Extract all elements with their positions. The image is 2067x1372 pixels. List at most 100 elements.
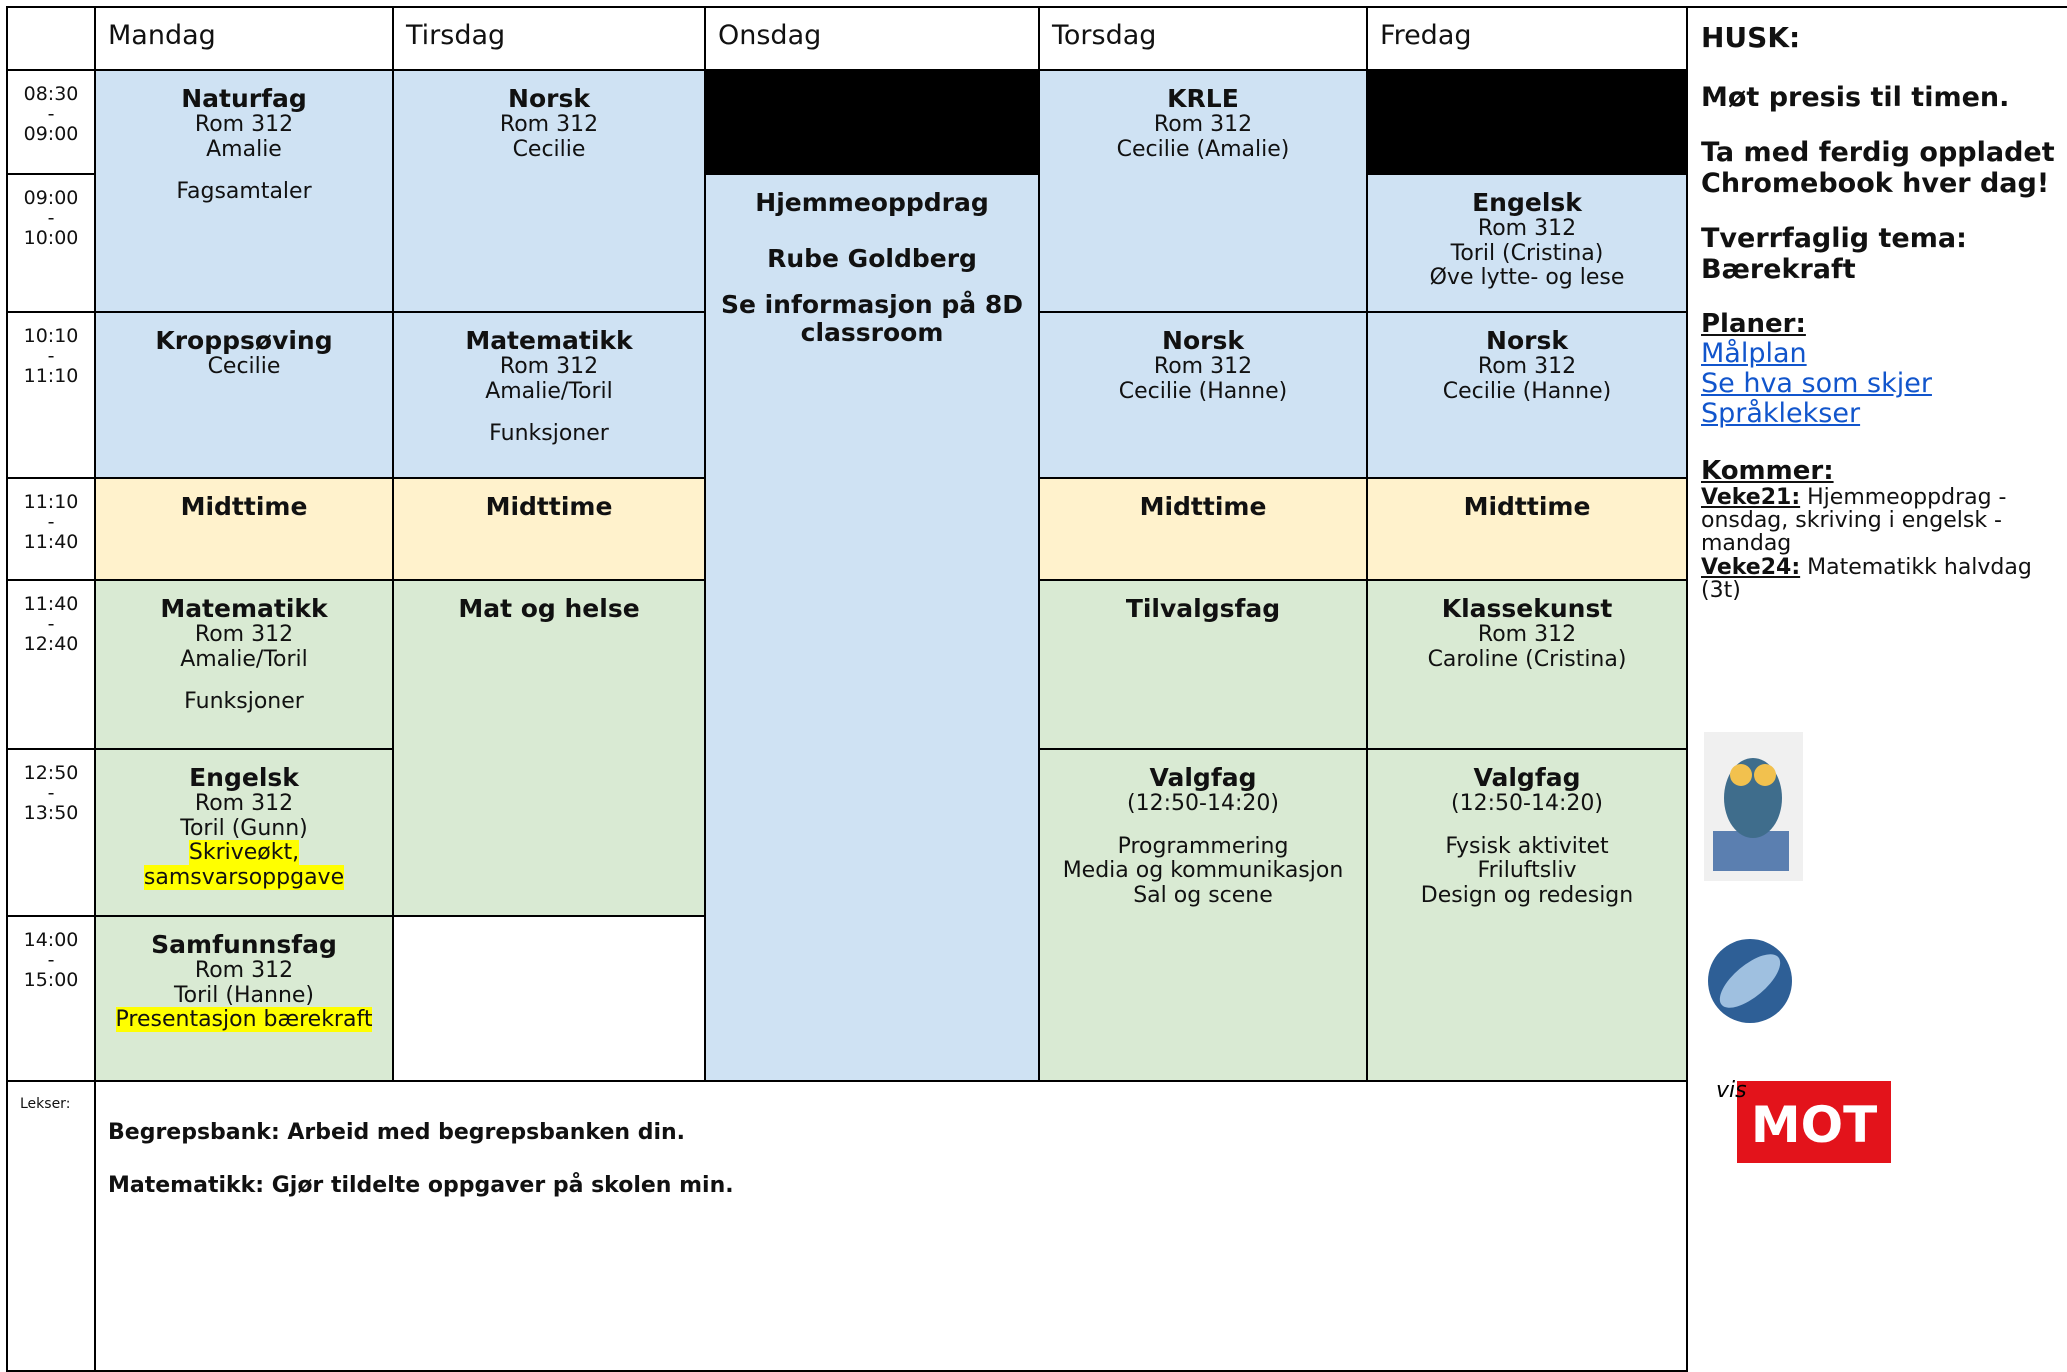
time-slot: 09:00-10:00 [6,173,96,313]
lesson-cell: Midttime [94,477,394,581]
lesson-note: Fagsamtaler [176,179,312,205]
lesson-title: Matematikk [160,594,328,623]
reminder: Tverrfaglig tema: Bærekraft [1701,223,1967,286]
blocked-slot [704,69,1040,175]
blue-logo-swoosh [1719,954,1781,1008]
lesson-cell: Engelsk Rom 312 Toril (Cristina) Øve lytte-… [1366,173,1688,313]
time-end: 13:50 [23,801,79,824]
highlight-wrap: Presentasjon bærekraft [102,1007,386,1033]
time-end: 09:00 [23,122,79,145]
notes-panel: HUSK: Møt presis til timen. Ta med ferdig … [1701,21,2061,602]
lesson-detail: Rom 312 [194,958,294,983]
time-start: 12:50 [23,762,79,784]
lesson-cell: Hjemmeoppdrag Rube Goldberg Se informasjon… [704,173,1040,1082]
lesson-title: Norsk [1486,326,1568,355]
lesson-note: Funksjoner [489,421,609,447]
lesson-detail: Rom 312 [1153,112,1253,137]
lesson-detail: Cecilie [512,136,586,162]
time-slot: 10:10-11:10 [6,311,96,479]
lesson-detail: (12:50-14:20) [1451,791,1603,816]
lesson-cell: Matematikk Rom 312 Amalie/Toril Funksjoner [94,579,394,750]
lesson-detail: Rom 312 [194,622,294,647]
lesson-detail: Amalie/Toril [485,378,613,404]
time-separator: - [47,948,55,971]
reminder: Ta med ferdig oppladet Chromebook hver d… [1701,137,2055,200]
lesson-cell: Valgfag (12:50-14:20) Fysisk aktivitet Fril… [1366,748,1688,1082]
lesson-detail: Cecilie [207,354,281,379]
lesson-cell: Klassekunst Rom 312 Caroline (Cristina) [1366,579,1688,750]
lesson-detail: Rom 312 [194,112,294,137]
time-start: 10:10 [23,325,79,347]
lesson-title: Engelsk [189,763,299,792]
upcoming-text: Hjemmeoppdrag - onsdag, skriving i engel… [1701,485,2007,557]
day-header: Onsdag [704,6,1040,71]
lesson-cell: Kroppsøving Cecilie [94,311,394,479]
time-slot: 12:50-13:50 [6,748,96,917]
homework-cell: Begrepsbank: Arbeid med begrepsbanken di… [94,1080,1688,1372]
homework-item: Matematikk: Gjør tildelte oppgaver på sk… [108,1173,734,1198]
upcoming-item: Veke24: Matematikk halvdag (3t) [1701,556,2061,602]
time-end: 15:00 [23,968,79,991]
upcoming-week: Veke21: [1701,485,1801,511]
lesson-detail: Toril (Cristina) [1450,240,1604,266]
lesson-title: Mat og helse [458,594,640,623]
lesson-note: Design og redesign [1420,882,1634,908]
lesson-cell: Midttime [392,477,706,581]
highlighted-note: Presentasjon bærekraft [115,1007,373,1033]
time-separator: - [47,206,55,229]
homework-item: Begrepsbank: Arbeid med begrepsbanken di… [108,1120,686,1145]
lesson-detail: Amalie/Toril [180,646,308,672]
lesson-title: Midttime [180,492,308,521]
lesson-note: Fysisk aktivitet [1445,833,1609,859]
lesson-cell: Tilvalgsfag [1038,579,1368,750]
time-end: 12:40 [23,632,79,655]
header-corner [6,6,96,71]
upcoming-item: Veke21: Hjemmeoppdrag - onsdag, skriving… [1701,486,2061,555]
lesson-detail: Amalie [206,136,282,162]
lesson-cell: Valgfag (12:50-14:20) Programmering Media o… [1038,748,1368,1082]
blocked-slot [1366,69,1688,175]
day-header: Mandag [94,6,394,71]
lesson-title: Engelsk [1472,188,1582,217]
time-slot: 11:40-12:40 [6,579,96,750]
highlighted-note: Skriveøkt, samsvarsoppgave [143,840,345,890]
lesson-title: Norsk [1162,326,1244,355]
lesson-detail: (12:50-14:20) [1127,791,1279,816]
lesson-title: Naturfag [181,84,307,113]
lesson-title: Norsk [508,84,590,113]
lesson-cell: Samfunnsfag Rom 312 Toril (Hanne) Presentas… [94,915,394,1082]
lesson-detail: Øve lytte- og lese [1429,265,1625,291]
lesson-title: Midttime [1463,492,1591,521]
homework-label-cell: Lekser: [6,1080,96,1372]
lesson-cell: Midttime [1038,477,1368,581]
lesson-detail: Rom 312 [1477,216,1577,241]
time-separator: - [47,612,55,635]
lesson-subtitle: Se informasjon på 8D classroom [720,290,1024,347]
lesson-note: Media og kommunikasjon [1062,858,1344,884]
lesson-cell: Norsk Rom 312 Cecilie (Hanne) [1038,311,1368,479]
time-start: 09:00 [23,187,79,209]
mot-logo-label: MOT [1751,1096,1877,1154]
lesson-title: Valgfag [1473,763,1581,792]
lesson-cell: Matematikk Rom 312 Amalie/Toril Funksjoner [392,311,706,479]
time-start: 08:30 [23,83,79,105]
upcoming-text: Matematikk halvdag (3t) [1701,554,2032,603]
plan-link[interactable]: Språklekser [1701,397,1861,429]
lesson-cell: Midttime [1366,477,1688,581]
lesson-cell: Naturfag Rom 312 Amalie Fagsamtaler [94,69,394,313]
notes-title: HUSK: [1701,21,1801,54]
lesson-title: KRLE [1167,84,1239,113]
notes-border-top [1687,6,2067,8]
lesson-cell: KRLE Rom 312 Cecilie (Amalie) [1038,69,1368,313]
time-start: 11:10 [23,491,79,513]
plan-link[interactable]: Se hva som skjer [1701,367,1932,399]
lesson-title: Hjemmeoppdrag [755,188,989,217]
lesson-title: Valgfag [1149,763,1257,792]
plan-link[interactable]: Målplan [1701,338,1807,370]
lesson-detail: Caroline (Cristina) [1427,646,1627,672]
mot-logo-prefix: vis [1716,1078,1747,1103]
lesson-subtitle: Rube Goldberg [767,244,977,273]
lesson-detail: Rom 312 [1153,354,1253,379]
lesson-detail: Toril (Hanne) [173,982,315,1008]
